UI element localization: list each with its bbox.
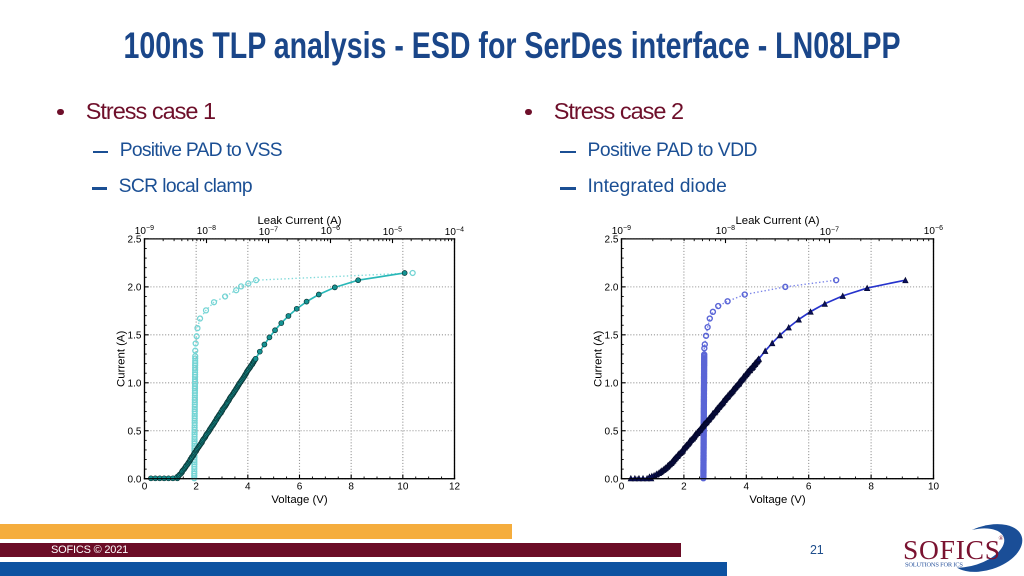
svg-text:2: 2 [681, 481, 687, 492]
svg-text:0.5: 0.5 [605, 426, 619, 437]
svg-text:Voltage (V): Voltage (V) [271, 494, 327, 506]
svg-text:1 0 −: 1 0 − 8 [716, 210, 738, 239]
svg-text:Voltage (V): Voltage (V) [749, 494, 805, 506]
svg-text:Current (A): Current (A) [592, 330, 604, 386]
svg-text:2.0: 2.0 [128, 283, 142, 294]
svg-text:1 0 −: 1 0 − 8 [197, 210, 219, 239]
svg-text:0.0: 0.0 [128, 474, 142, 485]
svg-text:0.0: 0.0 [605, 474, 619, 485]
svg-text:1.5: 1.5 [605, 330, 619, 341]
svg-text:1.0: 1.0 [605, 378, 619, 389]
svg-text:1 0 −: 1 0 − 7 [259, 212, 281, 241]
svg-text:2: 2 [193, 481, 199, 492]
svg-text:4: 4 [245, 481, 251, 492]
svg-text:0.5: 0.5 [128, 426, 142, 437]
svg-text:1 0 −: 1 0 − 6 [321, 210, 343, 239]
svg-text:8: 8 [868, 481, 874, 492]
svg-text:10: 10 [397, 481, 409, 492]
svg-text:SOLUTIONS FOR ICS: SOLUTIONS FOR ICS [905, 562, 963, 569]
svg-text:0: 0 [142, 481, 148, 492]
svg-text:1 0 −: 1 0 − 6 [924, 210, 946, 239]
svg-text:1 0 −: 1 0 − 4 [445, 212, 467, 241]
svg-text:SOFICS: SOFICS [903, 534, 1000, 565]
svg-text:6: 6 [806, 481, 812, 492]
svg-text:2.5: 2.5 [605, 235, 619, 246]
svg-text:1.0: 1.0 [128, 378, 142, 389]
svg-text:4: 4 [744, 481, 750, 492]
svg-text:8: 8 [348, 481, 354, 492]
svg-text:®: ® [999, 535, 1004, 542]
svg-text:6: 6 [297, 481, 303, 492]
svg-text:10: 10 [928, 481, 940, 492]
svg-text:Leak Current (A): Leak Current (A) [735, 215, 819, 227]
svg-text:1 0 −: 1 0 − 7 [820, 212, 842, 241]
svg-text:1 0 −: 1 0 − 9 [612, 210, 634, 239]
svg-text:0: 0 [619, 481, 625, 492]
svg-text:2.5: 2.5 [128, 235, 142, 246]
svg-text:1.5: 1.5 [128, 330, 142, 341]
svg-text:Current (A): Current (A) [115, 330, 127, 386]
svg-text:12: 12 [449, 481, 461, 492]
svg-text:2.0: 2.0 [605, 283, 619, 294]
svg-text:1 0 −: 1 0 − 9 [135, 210, 157, 239]
svg-text:Leak Current (A): Leak Current (A) [257, 215, 341, 227]
svg-text:1 0 −: 1 0 − 5 [383, 212, 405, 241]
